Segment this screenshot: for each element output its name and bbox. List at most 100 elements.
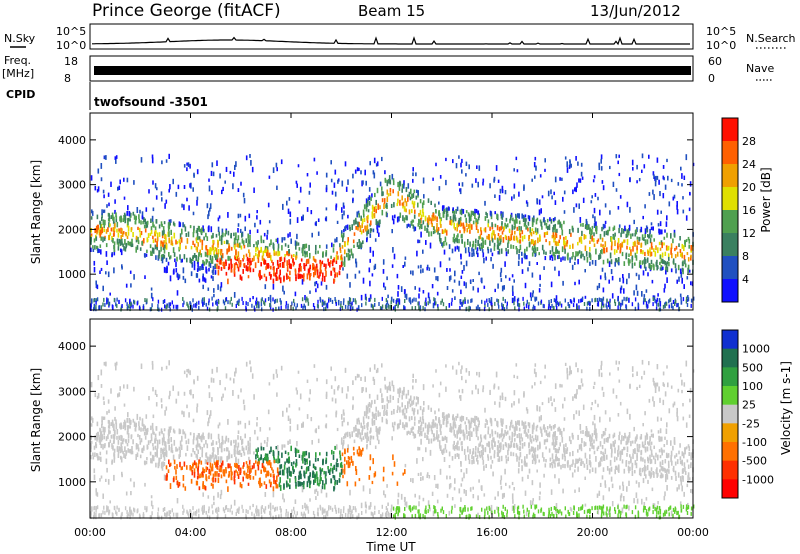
velocity-cell bbox=[399, 406, 401, 413]
power-cell bbox=[294, 240, 297, 246]
power-cell bbox=[579, 217, 582, 223]
power-cell bbox=[681, 267, 684, 272]
power-cell bbox=[421, 202, 424, 209]
power-cell bbox=[307, 258, 310, 264]
power-cell bbox=[629, 246, 631, 250]
power-cell bbox=[488, 298, 490, 302]
power-cell bbox=[179, 254, 181, 260]
power-cell bbox=[509, 218, 511, 224]
power-cell bbox=[652, 297, 654, 301]
power-cell bbox=[133, 274, 135, 280]
velocity-cell bbox=[496, 432, 499, 438]
velocity-cell bbox=[277, 455, 280, 460]
velocity-cell bbox=[257, 454, 259, 458]
power-cell bbox=[402, 265, 404, 268]
power-cell bbox=[685, 296, 688, 301]
power-cell bbox=[305, 251, 307, 255]
power-cell bbox=[536, 198, 538, 204]
velocity-cell bbox=[417, 396, 419, 403]
power-cell bbox=[417, 239, 419, 244]
velocity-cell bbox=[559, 429, 561, 435]
velocity-cell bbox=[454, 421, 456, 426]
power-cell bbox=[140, 220, 142, 225]
velocity-cell bbox=[99, 429, 102, 436]
power-cell bbox=[157, 307, 159, 312]
power-cell bbox=[197, 262, 199, 268]
power-cell bbox=[471, 247, 473, 252]
power-cell bbox=[339, 243, 341, 248]
power-cell bbox=[198, 253, 200, 257]
velocity-cell bbox=[186, 373, 188, 378]
power-cell bbox=[401, 188, 403, 193]
power-cell bbox=[665, 221, 668, 227]
velocity-cell bbox=[186, 445, 189, 451]
power-cell bbox=[516, 226, 519, 231]
power-cell bbox=[368, 201, 371, 206]
power-cell bbox=[237, 266, 240, 272]
power-cell bbox=[637, 303, 640, 310]
power-cell bbox=[289, 263, 291, 269]
power-cell bbox=[293, 261, 295, 265]
velocity-cell bbox=[151, 422, 154, 429]
power-cell bbox=[658, 228, 660, 234]
power-cell bbox=[295, 251, 298, 256]
velocity-cell bbox=[277, 450, 280, 456]
velocity-cell bbox=[452, 414, 454, 418]
power-cell bbox=[190, 258, 193, 265]
velocity-cell bbox=[358, 374, 360, 378]
velocity-cell bbox=[219, 494, 222, 500]
velocity-cell bbox=[365, 387, 367, 393]
power-cell bbox=[461, 238, 463, 243]
power-cell bbox=[186, 167, 188, 172]
velocity-cell bbox=[237, 450, 240, 455]
power-cell bbox=[554, 176, 557, 183]
power-cell bbox=[461, 270, 464, 274]
velocity-cell bbox=[286, 481, 288, 488]
power-cell bbox=[90, 236, 92, 242]
power-cell bbox=[572, 252, 574, 258]
power-cell bbox=[227, 255, 229, 261]
velocity-cell bbox=[427, 500, 430, 506]
power-cell bbox=[365, 296, 367, 301]
power-cell bbox=[360, 242, 363, 248]
power-cell bbox=[228, 245, 231, 252]
power-cell bbox=[570, 232, 572, 237]
power-cell bbox=[135, 237, 138, 243]
velocity-cell bbox=[460, 469, 463, 473]
power-cell bbox=[488, 234, 491, 241]
velocity-cell bbox=[478, 451, 481, 457]
power-cell bbox=[95, 236, 98, 241]
power-cell bbox=[162, 226, 165, 231]
power-cell bbox=[407, 183, 410, 189]
power-cell bbox=[617, 238, 620, 244]
velocity-cell bbox=[548, 448, 551, 453]
power-cell bbox=[511, 224, 514, 231]
velocity-cell bbox=[160, 453, 162, 459]
power-cell bbox=[350, 251, 353, 256]
power-cell bbox=[189, 257, 191, 263]
power-cell bbox=[545, 251, 547, 255]
velocity-cell bbox=[465, 368, 468, 373]
velocity-cell bbox=[599, 462, 602, 466]
power-cell bbox=[216, 254, 218, 260]
velocity-cell bbox=[112, 434, 115, 439]
power-cell bbox=[500, 235, 502, 240]
velocity-cell bbox=[145, 429, 148, 436]
power-cell bbox=[674, 302, 676, 306]
velocity-cell bbox=[596, 493, 599, 498]
velocity-cell bbox=[541, 452, 544, 458]
power-cell bbox=[676, 279, 678, 284]
power-cell bbox=[367, 196, 370, 201]
power-cell bbox=[116, 303, 118, 308]
velocity-cell bbox=[222, 393, 224, 398]
velocity-cell bbox=[113, 438, 115, 444]
velocity-cell bbox=[397, 405, 399, 411]
velocity-cell bbox=[354, 426, 357, 432]
power-cell bbox=[505, 251, 508, 257]
velocity-cell bbox=[497, 440, 500, 444]
power-cell bbox=[416, 250, 418, 257]
power-cell bbox=[420, 264, 422, 269]
velocity-cell bbox=[504, 429, 506, 434]
power-cell bbox=[189, 183, 191, 188]
power-cell bbox=[332, 267, 335, 271]
